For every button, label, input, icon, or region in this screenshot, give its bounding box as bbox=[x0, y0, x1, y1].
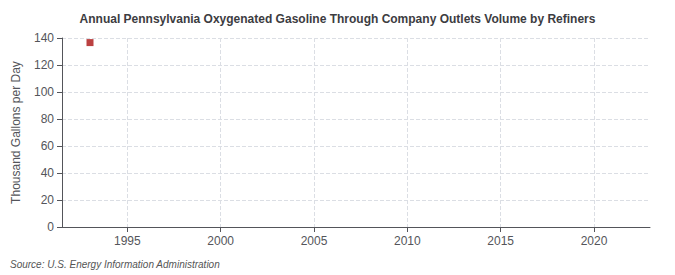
svg-text:120: 120 bbox=[34, 58, 54, 72]
svg-text:2015: 2015 bbox=[487, 234, 514, 248]
svg-text:20: 20 bbox=[41, 193, 55, 207]
svg-text:Thousand Gallons per Day: Thousand Gallons per Day bbox=[9, 61, 23, 204]
svg-text:1995: 1995 bbox=[114, 234, 141, 248]
svg-text:0: 0 bbox=[47, 220, 54, 234]
svg-text:2005: 2005 bbox=[301, 234, 328, 248]
svg-text:80: 80 bbox=[41, 112, 55, 126]
svg-text:Annual Pennsylvania Oxygenated: Annual Pennsylvania Oxygenated Gasoline … bbox=[80, 12, 596, 26]
svg-text:Source: U.S. Energy Informatio: Source: U.S. Energy Information Administ… bbox=[10, 259, 220, 270]
svg-text:40: 40 bbox=[41, 166, 55, 180]
svg-text:2000: 2000 bbox=[207, 234, 234, 248]
svg-text:2020: 2020 bbox=[581, 234, 608, 248]
svg-text:2010: 2010 bbox=[394, 234, 421, 248]
svg-text:140: 140 bbox=[34, 31, 54, 45]
svg-text:60: 60 bbox=[41, 139, 55, 153]
svg-text:100: 100 bbox=[34, 85, 54, 99]
